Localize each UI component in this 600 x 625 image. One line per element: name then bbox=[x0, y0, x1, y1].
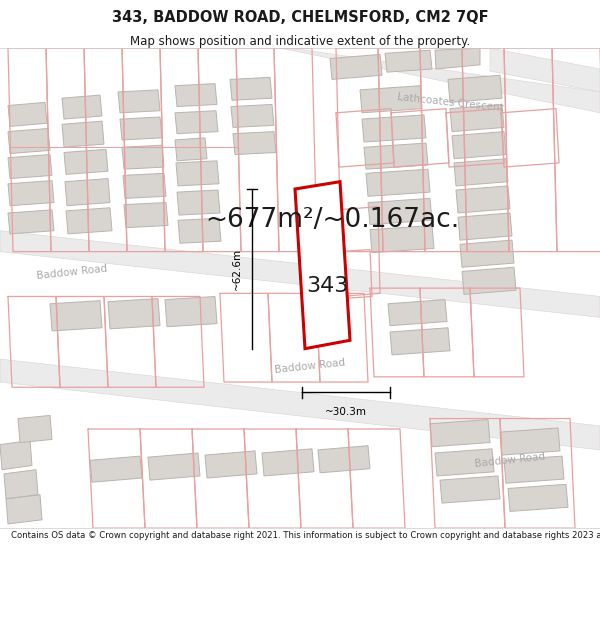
Text: ~677m²/~0.167ac.: ~677m²/~0.167ac. bbox=[205, 208, 459, 233]
Polygon shape bbox=[64, 149, 108, 174]
Polygon shape bbox=[178, 218, 221, 243]
Polygon shape bbox=[454, 159, 508, 186]
Polygon shape bbox=[65, 179, 110, 206]
Polygon shape bbox=[280, 48, 600, 113]
Polygon shape bbox=[440, 476, 500, 503]
Polygon shape bbox=[368, 198, 432, 224]
Polygon shape bbox=[388, 299, 447, 326]
Polygon shape bbox=[8, 181, 54, 206]
Polygon shape bbox=[458, 213, 512, 240]
Polygon shape bbox=[120, 117, 162, 140]
Polygon shape bbox=[122, 145, 164, 169]
Polygon shape bbox=[295, 182, 350, 349]
Polygon shape bbox=[175, 138, 207, 161]
Polygon shape bbox=[8, 154, 52, 179]
Polygon shape bbox=[231, 104, 274, 127]
Polygon shape bbox=[262, 449, 314, 476]
Text: 343: 343 bbox=[307, 276, 349, 296]
Polygon shape bbox=[124, 202, 168, 228]
Polygon shape bbox=[435, 48, 480, 69]
Polygon shape bbox=[175, 84, 217, 106]
Polygon shape bbox=[18, 416, 52, 442]
Polygon shape bbox=[205, 451, 257, 478]
Polygon shape bbox=[500, 428, 560, 455]
Polygon shape bbox=[435, 449, 494, 476]
Polygon shape bbox=[90, 456, 142, 482]
Polygon shape bbox=[0, 441, 32, 470]
Polygon shape bbox=[148, 453, 200, 480]
Polygon shape bbox=[8, 102, 47, 126]
Polygon shape bbox=[448, 75, 502, 102]
Polygon shape bbox=[360, 86, 422, 113]
Polygon shape bbox=[165, 296, 217, 327]
Polygon shape bbox=[0, 231, 600, 318]
Polygon shape bbox=[50, 301, 102, 331]
Text: Baddow Road: Baddow Road bbox=[474, 452, 546, 469]
Polygon shape bbox=[508, 484, 568, 511]
Polygon shape bbox=[176, 161, 219, 186]
Text: Contains OS data © Crown copyright and database right 2021. This information is : Contains OS data © Crown copyright and d… bbox=[11, 531, 600, 540]
Text: ~30.3m: ~30.3m bbox=[325, 407, 367, 417]
Text: Baddow Road: Baddow Road bbox=[36, 264, 108, 281]
Polygon shape bbox=[462, 268, 516, 294]
Polygon shape bbox=[370, 226, 434, 253]
Polygon shape bbox=[460, 240, 514, 268]
Polygon shape bbox=[175, 111, 218, 134]
Polygon shape bbox=[118, 90, 160, 113]
Polygon shape bbox=[123, 173, 166, 198]
Text: ~62.6m: ~62.6m bbox=[232, 248, 242, 290]
Polygon shape bbox=[108, 299, 160, 329]
Polygon shape bbox=[318, 446, 370, 473]
Polygon shape bbox=[0, 359, 600, 450]
Polygon shape bbox=[490, 48, 600, 92]
Polygon shape bbox=[452, 132, 506, 159]
Text: Map shows position and indicative extent of the property.: Map shows position and indicative extent… bbox=[130, 34, 470, 48]
Text: Baddow Road: Baddow Road bbox=[274, 357, 346, 375]
Polygon shape bbox=[430, 419, 490, 447]
Polygon shape bbox=[450, 104, 504, 132]
Polygon shape bbox=[66, 208, 112, 234]
Polygon shape bbox=[4, 470, 38, 499]
Polygon shape bbox=[390, 328, 450, 355]
Polygon shape bbox=[177, 190, 220, 215]
Polygon shape bbox=[6, 495, 42, 524]
Polygon shape bbox=[62, 121, 104, 148]
Polygon shape bbox=[385, 50, 432, 72]
Polygon shape bbox=[8, 210, 54, 234]
Polygon shape bbox=[330, 54, 382, 79]
Polygon shape bbox=[233, 132, 276, 154]
Text: 343, BADDOW ROAD, CHELMSFORD, CM2 7QF: 343, BADDOW ROAD, CHELMSFORD, CM2 7QF bbox=[112, 9, 488, 24]
Polygon shape bbox=[364, 143, 428, 169]
Polygon shape bbox=[366, 169, 430, 196]
Polygon shape bbox=[230, 78, 272, 100]
Polygon shape bbox=[62, 95, 102, 119]
Polygon shape bbox=[504, 456, 564, 483]
Polygon shape bbox=[362, 115, 426, 142]
Text: Lathcoates Crescent: Lathcoates Crescent bbox=[397, 92, 503, 113]
Polygon shape bbox=[8, 129, 50, 154]
Polygon shape bbox=[456, 186, 510, 213]
